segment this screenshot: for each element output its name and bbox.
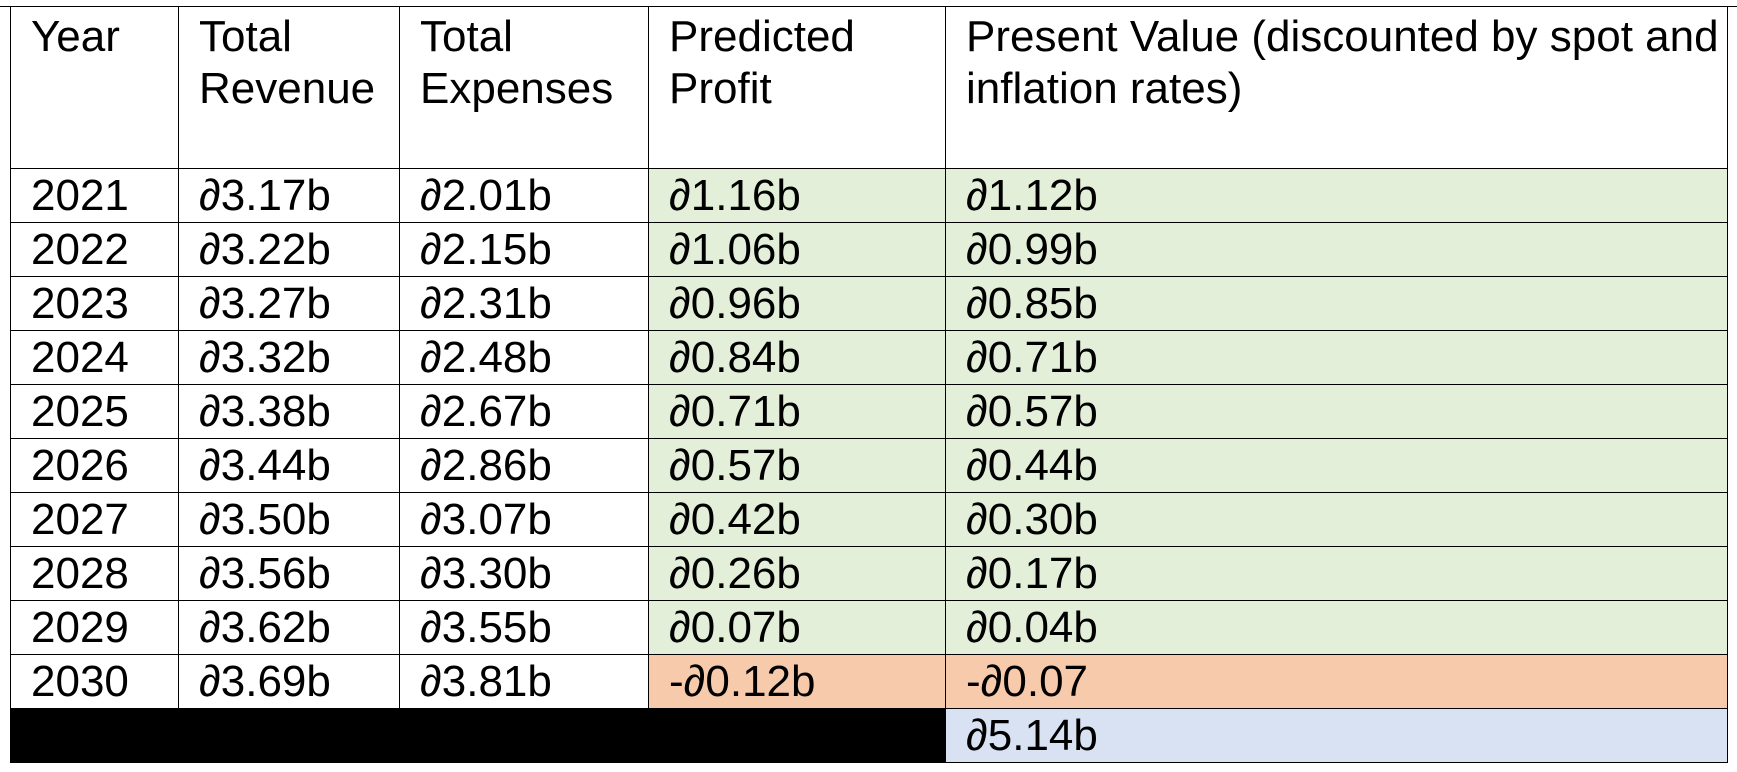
cell-expenses: ∂2.31b	[399, 276, 649, 331]
cell-year: 2021	[10, 168, 179, 223]
cell-revenue: ∂3.50b	[178, 492, 400, 547]
cell-profit: ∂0.07b	[648, 600, 946, 655]
cell-revenue: ∂3.22b	[178, 222, 400, 277]
cell-expenses: ∂2.86b	[399, 438, 649, 493]
cell-revenue: ∂3.56b	[178, 546, 400, 601]
cell-profit: ∂0.84b	[648, 330, 946, 385]
table-row: 2026 ∂3.44b ∂2.86b ∂0.57b ∂0.44b	[10, 438, 1728, 493]
cell-year: 2028	[10, 546, 179, 601]
table-row: 2024 ∂3.32b ∂2.48b ∂0.84b ∂0.71b	[10, 330, 1728, 385]
cell-expenses: ∂3.30b	[399, 546, 649, 601]
cell-present-value: ∂0.85b	[945, 276, 1728, 331]
cell-present-value: ∂0.99b	[945, 222, 1728, 277]
total-present-value: ∂5.14b	[945, 708, 1728, 763]
table-row: 2027 ∂3.50b ∂3.07b ∂0.42b ∂0.30b	[10, 492, 1728, 547]
cell-year: 2024	[10, 330, 179, 385]
cell-revenue: ∂3.27b	[178, 276, 400, 331]
table-row: 2025 ∂3.38b ∂2.67b ∂0.71b ∂0.57b	[10, 384, 1728, 439]
cell-expenses: ∂2.15b	[399, 222, 649, 277]
cell-expenses: ∂2.48b	[399, 330, 649, 385]
cell-year: 2030	[10, 654, 179, 709]
table-row: 2021 ∂3.17b ∂2.01b ∂1.16b ∂1.12b	[10, 168, 1728, 223]
header-present-value: Present Value (discounted by spot and in…	[945, 6, 1728, 169]
cell-present-value: ∂0.04b	[945, 600, 1728, 655]
cell-revenue: ∂3.62b	[178, 600, 400, 655]
cell-expenses: ∂2.67b	[399, 384, 649, 439]
cell-revenue: ∂3.44b	[178, 438, 400, 493]
cell-revenue: ∂3.38b	[178, 384, 400, 439]
header-total-expenses: Total Expenses	[399, 6, 649, 169]
cell-expenses: ∂3.07b	[399, 492, 649, 547]
cell-year: 2022	[10, 222, 179, 277]
header-row: Year Total Revenue Total Expenses Predic…	[10, 6, 1728, 169]
header-predicted-profit: Predicted Profit	[648, 6, 946, 169]
total-label-bar	[10, 708, 946, 763]
cell-expenses: ∂3.81b	[399, 654, 649, 709]
cell-present-value: ∂0.44b	[945, 438, 1728, 493]
cell-year: 2027	[10, 492, 179, 547]
cell-profit: ∂1.16b	[648, 168, 946, 223]
present-value-table: Year Total Revenue Total Expenses Predic…	[10, 6, 1728, 763]
cell-profit: ∂0.26b	[648, 546, 946, 601]
cell-present-value: ∂0.57b	[945, 384, 1728, 439]
cell-profit: ∂0.71b	[648, 384, 946, 439]
header-total-revenue: Total Revenue	[178, 6, 400, 169]
cell-year: 2025	[10, 384, 179, 439]
cell-revenue: ∂3.32b	[178, 330, 400, 385]
cell-year: 2029	[10, 600, 179, 655]
cell-present-value: ∂0.30b	[945, 492, 1728, 547]
table-body: 2021 ∂3.17b ∂2.01b ∂1.16b ∂1.12b 2022 ∂3…	[10, 168, 1728, 763]
cell-present-value: ∂0.17b	[945, 546, 1728, 601]
cell-profit: ∂0.42b	[648, 492, 946, 547]
cell-revenue: ∂3.69b	[178, 654, 400, 709]
cell-expenses: ∂2.01b	[399, 168, 649, 223]
cell-revenue: ∂3.17b	[178, 168, 400, 223]
cell-profit: ∂0.96b	[648, 276, 946, 331]
cell-profit: ∂0.57b	[648, 438, 946, 493]
cell-year: 2023	[10, 276, 179, 331]
table-row: 2022 ∂3.22b ∂2.15b ∂1.06b ∂0.99b	[10, 222, 1728, 277]
cell-profit: ∂1.06b	[648, 222, 946, 277]
table-row: 2030 ∂3.69b ∂3.81b -∂0.12b -∂0.07	[10, 654, 1728, 709]
header-year: Year	[10, 6, 179, 169]
cell-expenses: ∂3.55b	[399, 600, 649, 655]
cell-profit: -∂0.12b	[648, 654, 946, 709]
table-row: 2029 ∂3.62b ∂3.55b ∂0.07b ∂0.04b	[10, 600, 1728, 655]
cell-present-value: -∂0.07	[945, 654, 1728, 709]
total-row: ∂5.14b	[10, 708, 1728, 763]
cell-year: 2026	[10, 438, 179, 493]
table-row: 2023 ∂3.27b ∂2.31b ∂0.96b ∂0.85b	[10, 276, 1728, 331]
table-row: 2028 ∂3.56b ∂3.30b ∂0.26b ∂0.17b	[10, 546, 1728, 601]
cell-present-value: ∂0.71b	[945, 330, 1728, 385]
cell-present-value: ∂1.12b	[945, 168, 1728, 223]
